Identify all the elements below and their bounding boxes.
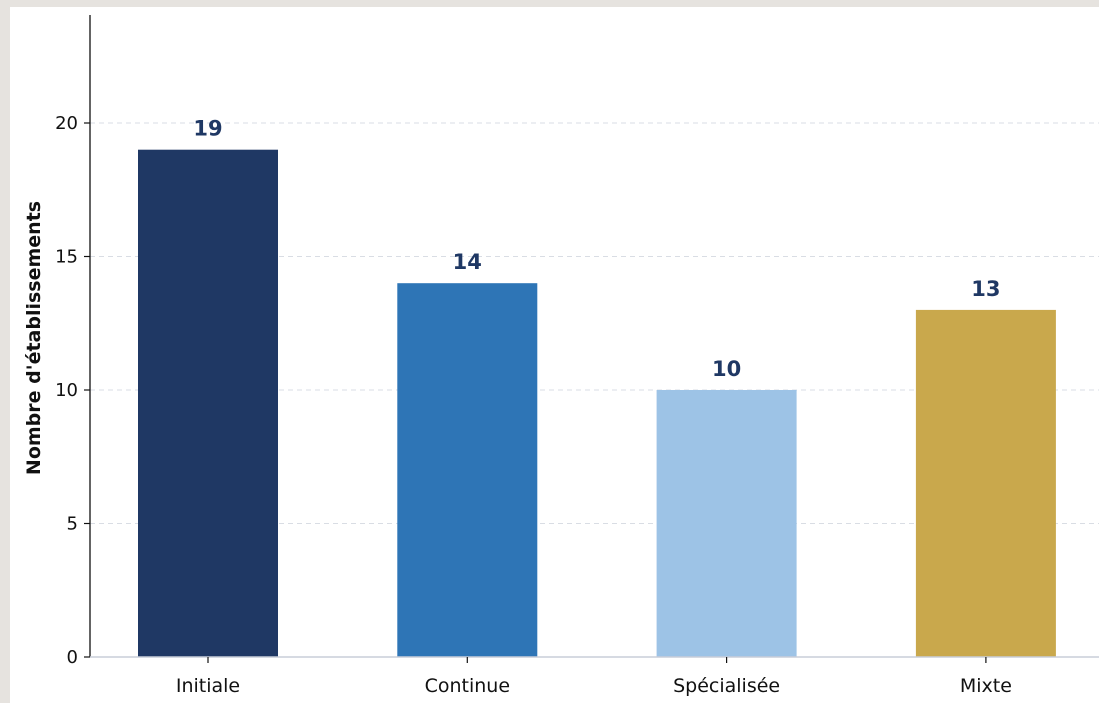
y-axis-label: Nombre d'établissements — [23, 201, 45, 475]
data-label: 10 — [712, 357, 741, 381]
data-labels: 19 14 10 13 — [193, 117, 1000, 381]
data-label: 14 — [453, 250, 482, 274]
bar-mixte — [915, 309, 1056, 657]
x-tick-label: Mixte — [960, 675, 1012, 697]
y-tick-label: 20 — [55, 113, 78, 134]
x-tick-label: Initiale — [176, 675, 240, 697]
y-ticks: 0 5 10 15 20 — [55, 113, 90, 668]
x-tick-label: Continue — [425, 675, 510, 697]
axes — [89, 15, 1099, 658]
y-tick-label: 5 — [67, 514, 78, 535]
x-ticks: Initiale Continue Spécialisée Mixte — [176, 657, 1012, 697]
bar-initiale — [138, 149, 278, 657]
y-tick-label: 15 — [55, 247, 78, 268]
data-label: 19 — [193, 117, 222, 141]
y-tick-label: 0 — [67, 647, 78, 668]
x-tick-label: Spécialisée — [673, 675, 780, 697]
bar-continue — [397, 283, 538, 657]
bars — [138, 149, 1056, 657]
bar-specialisee — [656, 390, 797, 657]
data-label: 13 — [971, 277, 1000, 301]
y-tick-label: 10 — [55, 380, 78, 401]
